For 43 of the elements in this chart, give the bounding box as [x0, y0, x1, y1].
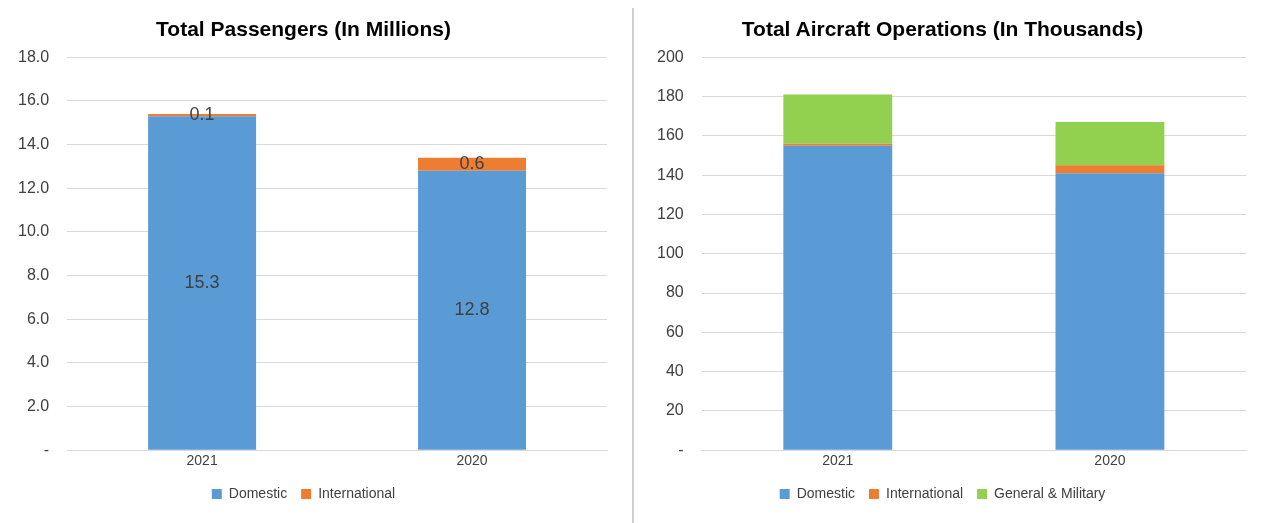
y-tick-label: 14.0 [18, 134, 50, 152]
y-tick-label: 160 [656, 126, 684, 144]
data-label: 0.6 [459, 153, 485, 174]
bar [1055, 173, 1165, 450]
bar [418, 170, 527, 450]
legend-label: International [318, 484, 396, 501]
legend-label: Domestic [228, 484, 288, 501]
y-tick-label: - [43, 440, 50, 458]
y-tick-label: 80 [665, 283, 684, 301]
y-tick-label: 100 [656, 244, 684, 262]
chart-title: Total Aircraft Operations (In Thousands) [741, 17, 1144, 41]
bar [418, 157, 527, 171]
bar [1055, 165, 1165, 174]
y-tick-label: 200 [656, 47, 684, 65]
y-tick-label: 4.0 [26, 353, 50, 371]
y-tick-label: 40 [665, 362, 684, 380]
y-tick-label: 18.0 [18, 47, 50, 65]
y-tick-label: 10.0 [18, 222, 50, 240]
y-tick-label: 120 [656, 204, 684, 222]
legend-label: Domestic [796, 484, 856, 501]
x-tick-label: 2021 [822, 452, 854, 469]
y-tick-label: - [678, 440, 684, 458]
legend-label: International [886, 484, 964, 501]
x-tick-label: 2020 [456, 452, 488, 469]
y-tick-label: 20 [665, 401, 684, 419]
x-tick-label: 2020 [1094, 452, 1126, 469]
chart-title: Total Passengers (In Millions) [156, 17, 451, 41]
y-tick-label: 12.0 [18, 178, 50, 196]
legend-label: General & Military [994, 484, 1106, 501]
data-label: 12.8 [454, 299, 490, 320]
y-tick-label: 60 [665, 322, 684, 340]
y-tick-label: 8.0 [26, 265, 50, 283]
bar [1055, 122, 1165, 166]
y-tick-label: 2.0 [26, 396, 50, 414]
data-label: 0.1 [189, 104, 215, 125]
y-tick-label: 180 [656, 86, 684, 104]
x-tick-label: 2021 [186, 452, 218, 469]
bar [783, 94, 893, 144]
data-label: 15.3 [184, 271, 220, 292]
y-tick-label: 6.0 [26, 309, 50, 327]
bar [783, 145, 893, 450]
y-tick-label: 16.0 [18, 91, 50, 109]
y-tick-label: 140 [656, 165, 684, 183]
